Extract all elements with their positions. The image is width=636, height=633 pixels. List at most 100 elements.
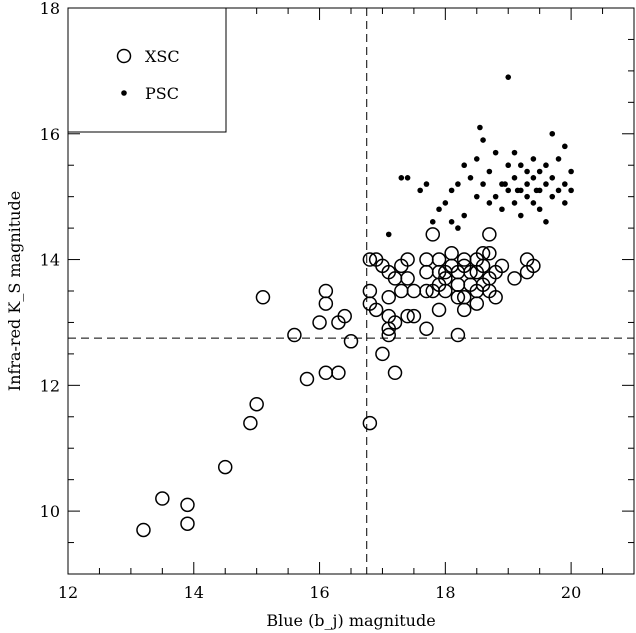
x-tick-label: 18	[435, 583, 455, 602]
psc-point	[492, 193, 499, 200]
xsc-point	[362, 252, 378, 267]
xsc-point	[312, 315, 327, 330]
x-tick-label: 16	[309, 583, 329, 602]
legend-box	[67, 7, 227, 133]
xsc-point	[456, 302, 472, 318]
x-axis-label: Blue (b_j) magnitude	[266, 611, 435, 630]
xsc-point	[180, 516, 195, 531]
psc-point	[486, 200, 493, 206]
psc-point	[486, 168, 493, 175]
psc-point	[404, 175, 411, 181]
xsc-point	[450, 327, 466, 343]
xsc-point	[400, 308, 415, 324]
psc-point	[448, 219, 455, 225]
psc-point	[549, 193, 556, 200]
psc-point	[530, 156, 537, 162]
psc-point	[524, 181, 530, 187]
xsc-point	[249, 396, 264, 412]
psc-point	[505, 187, 512, 194]
psc-point	[555, 156, 562, 162]
psc-point	[568, 187, 574, 194]
psc-point	[511, 200, 518, 206]
y-tick-label: 10	[40, 502, 60, 521]
legend: XSC PSC	[67, 7, 227, 133]
psc-point	[429, 219, 436, 225]
xsc-point	[431, 252, 447, 267]
xsc-point	[400, 252, 415, 267]
psc-point	[442, 200, 449, 206]
xsc-point	[494, 258, 510, 274]
xsc-point	[318, 296, 334, 311]
psc-point	[492, 149, 499, 156]
psc-point	[467, 175, 474, 181]
legend-xsc-label: XSC	[145, 47, 180, 66]
psc-point	[480, 137, 486, 143]
y-tick-label: 12	[40, 376, 60, 395]
xsc-point	[155, 491, 170, 506]
xsc-point	[419, 252, 434, 267]
y-tick-label: 16	[40, 125, 60, 144]
psc-point	[568, 168, 574, 175]
xsc-point	[136, 522, 151, 538]
xsc-point	[318, 283, 334, 299]
psc-point	[549, 130, 556, 137]
psc-point	[524, 193, 530, 200]
xsc-point	[482, 227, 497, 242]
psc-point	[530, 200, 537, 206]
xsc-point	[463, 264, 478, 280]
psc-point	[455, 181, 461, 187]
xsc-point	[255, 290, 271, 305]
xsc-point	[419, 321, 434, 336]
xsc-point	[507, 271, 522, 286]
psc-point	[514, 187, 521, 194]
psc-point	[549, 175, 556, 181]
xsc-point	[180, 497, 195, 513]
xsc-point	[400, 271, 415, 286]
psc-point	[562, 143, 568, 150]
psc-point	[543, 162, 549, 169]
psc-point	[511, 149, 518, 156]
xsc-point	[387, 365, 403, 381]
y-tick-label: 18	[40, 0, 60, 18]
xsc-point	[299, 371, 315, 387]
psc-point	[562, 181, 568, 187]
psc-point	[499, 206, 505, 213]
legend-psc-label: PSC	[145, 84, 179, 103]
psc-point	[423, 181, 430, 187]
xsc-point	[475, 246, 491, 261]
psc-point	[461, 162, 468, 169]
psc-point	[502, 181, 508, 187]
xsc-point	[287, 327, 302, 343]
psc-point	[533, 187, 540, 194]
xsc-point	[368, 302, 384, 318]
xsc-point	[381, 327, 396, 343]
psc-point	[536, 168, 543, 175]
psc-point	[530, 175, 537, 181]
psc-point	[543, 219, 549, 225]
psc-point	[417, 187, 423, 194]
xsc-point	[482, 246, 497, 261]
psc-point	[455, 225, 461, 231]
xsc-point	[406, 283, 422, 299]
psc-point	[505, 74, 512, 80]
psc-point	[461, 212, 468, 219]
xsc-point	[243, 415, 258, 431]
psc-point	[543, 181, 549, 187]
xsc-point	[387, 315, 403, 330]
psc-point	[518, 212, 524, 219]
xsc-point	[469, 296, 485, 311]
x-tick-label: 12	[58, 583, 78, 602]
psc-point	[555, 187, 562, 194]
xsc-point	[419, 283, 434, 299]
psc-point	[505, 162, 512, 169]
xsc-point	[331, 365, 346, 381]
xsc-point	[406, 308, 422, 324]
series-xsc	[136, 227, 541, 538]
psc-point	[398, 175, 405, 181]
xsc-point	[318, 365, 334, 381]
xsc-point	[394, 283, 409, 299]
legend-xsc-marker	[116, 48, 132, 64]
xsc-point	[444, 246, 459, 261]
psc-point	[473, 193, 480, 200]
